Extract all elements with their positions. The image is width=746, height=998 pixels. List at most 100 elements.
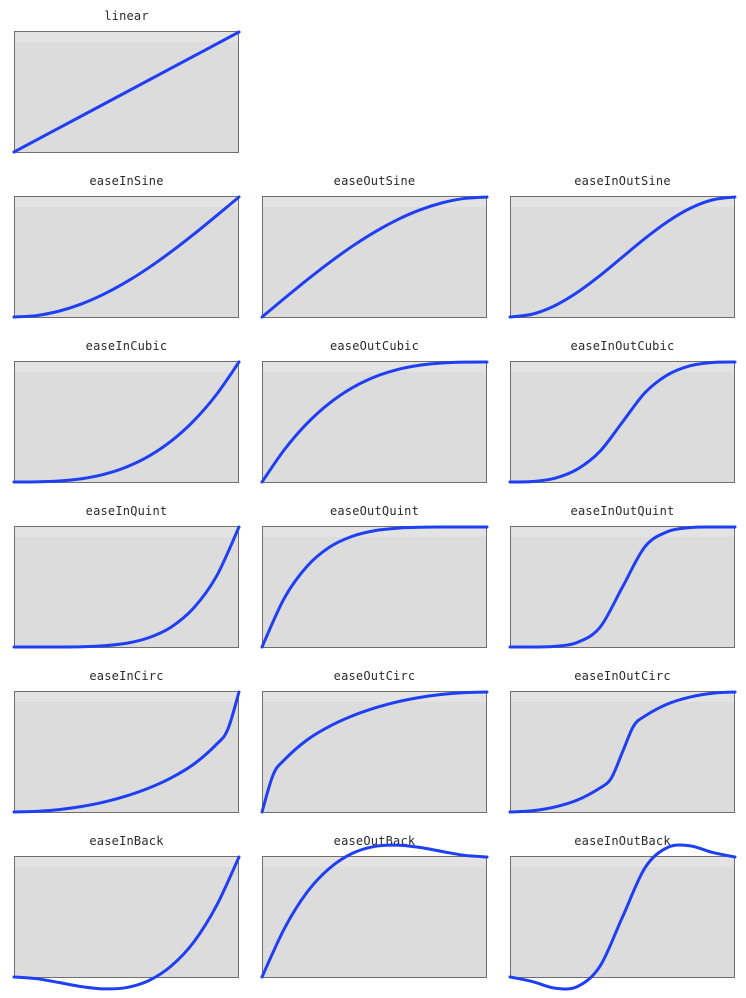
- chart-title: easeInQuint: [85, 504, 168, 518]
- chart-panel-ease-in-out-cubic: easeInOutCubic: [504, 337, 744, 493]
- chart-plot: [12, 195, 241, 319]
- chart-plot: [508, 525, 737, 649]
- chart-title: easeOutCubic: [329, 339, 420, 353]
- chart-plot: [260, 525, 489, 649]
- chart-plot: [12, 525, 241, 649]
- chart-plot: [12, 855, 241, 991]
- easing-curve: [12, 690, 241, 814]
- chart-panel-ease-in-out-back: easeInOutBack: [504, 832, 744, 991]
- plot-top-band: [262, 196, 487, 207]
- chart-title: easeInBack: [89, 834, 164, 848]
- plot-top-band: [510, 196, 735, 207]
- plot-background: [262, 361, 487, 483]
- plot-border: [510, 526, 735, 648]
- chart-panel-ease-in-sine: easeInSine: [8, 172, 248, 328]
- chart-title: easeInOutSine: [574, 174, 671, 188]
- plot-border: [14, 31, 239, 153]
- plot-top-band: [510, 691, 735, 702]
- easing-curve: [12, 30, 241, 154]
- chart-panel-ease-out-sine: easeOutSine: [256, 172, 496, 328]
- chart-plot: [260, 843, 489, 979]
- plot-border: [262, 526, 487, 648]
- chart-title: easeInOutQuint: [570, 504, 675, 518]
- chart-plot: [12, 30, 241, 154]
- easing-curve: [508, 690, 737, 814]
- plot-top-band: [510, 526, 735, 537]
- chart-plot: [508, 195, 737, 319]
- plot-border: [14, 361, 239, 483]
- chart-title: easeInOutBack: [574, 834, 671, 848]
- chart-panel-ease-out-back: easeOutBack: [256, 832, 496, 988]
- chart-panel-ease-in-cubic: easeInCubic: [8, 337, 248, 493]
- easing-curve: [260, 690, 489, 814]
- easing-curve: [12, 525, 241, 649]
- plot-border: [14, 196, 239, 318]
- chart-panel-linear: linear: [8, 7, 248, 163]
- chart-title: linear: [104, 9, 149, 23]
- plot-top-band: [14, 526, 239, 537]
- plot-top-band: [14, 196, 239, 207]
- chart-title: easeOutSine: [333, 174, 416, 188]
- plot-border: [510, 361, 735, 483]
- chart-title: easeOutCirc: [333, 669, 416, 683]
- easing-curve: [12, 360, 241, 484]
- chart-title: easeInOutCubic: [570, 339, 675, 353]
- easing-curve: [508, 360, 737, 484]
- plot-border: [262, 361, 487, 483]
- plot-top-band: [14, 691, 239, 702]
- chart-panel-ease-in-quint: easeInQuint: [8, 502, 248, 658]
- chart-plot: [260, 690, 489, 814]
- plot-background: [262, 196, 487, 318]
- chart-plot: [260, 195, 489, 319]
- chart-plot: [12, 690, 241, 814]
- plot-border: [262, 856, 487, 978]
- plot-border: [510, 691, 735, 813]
- chart-plot: [12, 360, 241, 484]
- plot-background: [262, 856, 487, 978]
- plot-top-band: [510, 856, 735, 867]
- plot-border: [262, 691, 487, 813]
- chart-panel-ease-out-quint: easeOutQuint: [256, 502, 496, 658]
- plot-top-band: [14, 361, 239, 372]
- easing-curve: [12, 855, 241, 991]
- plot-border: [14, 691, 239, 813]
- plot-top-band: [262, 691, 487, 702]
- easing-curve: [260, 195, 489, 319]
- chart-plot: [508, 690, 737, 814]
- easing-curve: [508, 843, 737, 991]
- chart-plot: [260, 360, 489, 484]
- chart-title: easeInSine: [89, 174, 164, 188]
- plot-background: [14, 691, 239, 813]
- plot-background: [14, 856, 239, 978]
- plot-background: [14, 196, 239, 318]
- chart-panel-ease-in-out-sine: easeInOutSine: [504, 172, 744, 328]
- plot-background: [14, 526, 239, 648]
- easing-curve: [260, 843, 489, 979]
- plot-top-band: [262, 856, 487, 867]
- plot-border: [14, 526, 239, 648]
- chart-panel-ease-out-cubic: easeOutCubic: [256, 337, 496, 493]
- plot-top-band: [14, 856, 239, 867]
- easing-curve: [508, 525, 737, 649]
- easing-curve: [260, 525, 489, 649]
- easing-curve: [12, 195, 241, 319]
- plot-top-band: [262, 361, 487, 372]
- chart-title: easeInOutCirc: [574, 669, 671, 683]
- plot-top-band: [14, 31, 239, 42]
- chart-title: easeInCirc: [89, 669, 164, 683]
- chart-title: easeInCubic: [85, 339, 168, 353]
- plot-background: [262, 691, 487, 813]
- chart-panel-ease-out-circ: easeOutCirc: [256, 667, 496, 823]
- plot-border: [14, 856, 239, 978]
- easing-curve: [508, 195, 737, 319]
- chart-title: easeOutQuint: [329, 504, 420, 518]
- chart-panel-ease-in-back: easeInBack: [8, 832, 248, 991]
- plot-background: [262, 526, 487, 648]
- plot-border: [510, 196, 735, 318]
- chart-panel-ease-in-out-circ: easeInOutCirc: [504, 667, 744, 823]
- chart-panel-ease-in-circ: easeInCirc: [8, 667, 248, 823]
- plot-border: [510, 856, 735, 978]
- chart-plot: [508, 843, 737, 991]
- plot-top-band: [510, 361, 735, 372]
